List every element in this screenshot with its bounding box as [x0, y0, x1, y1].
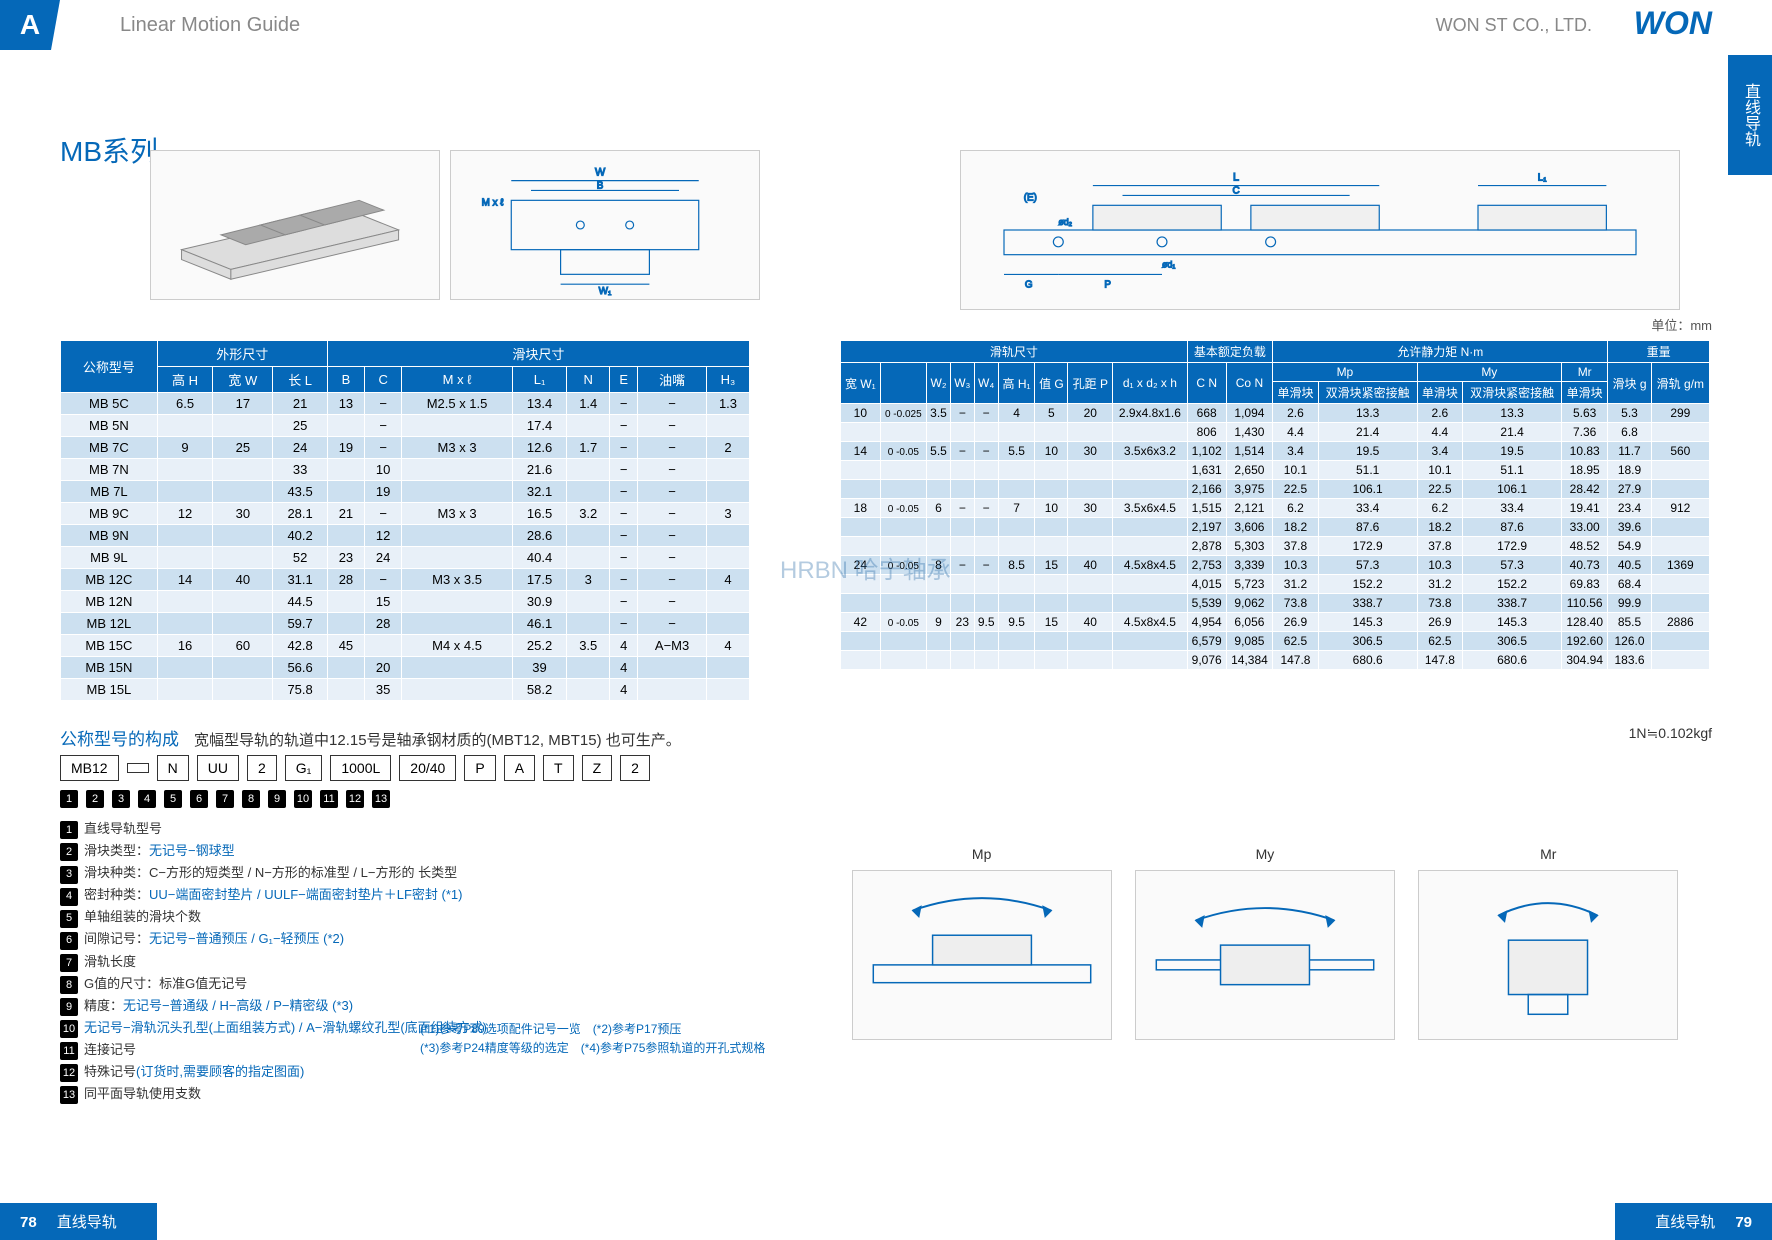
- svg-text:W: W: [595, 167, 606, 179]
- dimensions-table-1: 公称型号外形尺寸滑块尺寸 高 H宽 W长 LBCM x ℓL₁NE油嘴H₃ MB…: [60, 340, 750, 701]
- code-box: N: [157, 755, 189, 781]
- moment-mp: Mp: [852, 870, 1112, 1040]
- page-header: A Linear Motion Guide WON ST CO., LTD. W…: [0, 0, 1772, 50]
- brand-logo: WON: [1634, 5, 1712, 42]
- model-code-structure: 公称型号的构成 宽幅型导轨的轨道中12.15号是轴承钢材质的(MBT12, MB…: [60, 725, 681, 750]
- svg-text:M x ℓ: M x ℓ: [482, 197, 505, 208]
- svg-text:B: B: [597, 180, 604, 191]
- code-box: 2: [247, 755, 277, 781]
- svg-text:(E): (E): [1024, 192, 1037, 203]
- svg-text:L: L: [1233, 172, 1239, 184]
- rail-assembly-diagram: LC L₁ (E) G Pød₂ ød₁: [960, 150, 1680, 310]
- dimensions-table-2: 滑轨尺寸基本额定负载允许静力矩 N·m重量 宽 W₁W₂W₃W₄高 H₁值 G孔…: [840, 340, 1710, 670]
- svg-text:ød₂: ød₂: [1058, 217, 1072, 227]
- svg-text:ød₁: ød₁: [1162, 260, 1175, 270]
- code-box: 2: [620, 755, 650, 781]
- code-boxes: MB12NUU2G₁1000L20/40PATZ2: [60, 755, 650, 781]
- svg-text:L₁: L₁: [1538, 173, 1547, 184]
- isometric-diagram: [150, 150, 440, 300]
- footer-right: 直线导轨79: [1615, 1203, 1772, 1240]
- code-box: 20/40: [399, 755, 456, 781]
- code-box: Z: [582, 755, 613, 781]
- code-box: G₁: [285, 755, 323, 781]
- legend-list: 1直线导轨型号2滑块类型：无记号−钢球型3滑块种类：C−方形的短类型 / N−方…: [60, 818, 487, 1105]
- section-tab: A: [0, 0, 60, 50]
- code-box: [127, 763, 149, 773]
- code-numbers: 12345678910111213: [60, 790, 390, 808]
- moment-my: My: [1135, 870, 1395, 1040]
- moment-diagrams: Mp My Mr: [840, 870, 1690, 1050]
- code-box: UU: [197, 755, 239, 781]
- cross-section-diagram: WB M x ℓ W₁: [450, 150, 760, 300]
- svg-text:W₁: W₁: [599, 286, 612, 297]
- company-name: WON ST CO., LTD.: [1436, 15, 1592, 36]
- header-title: Linear Motion Guide: [120, 14, 300, 37]
- footnotes: (*1)参考P89选项配件记号一览 (*2)参考P17预压 (*3)参考P24精…: [420, 1020, 765, 1058]
- footer-left: 78直线导轨: [0, 1203, 157, 1240]
- side-tab: 直线导轨: [1728, 55, 1772, 175]
- unit-label: 单位：mm: [1651, 315, 1712, 334]
- conversion-note: 1N≒0.102kgf: [1629, 725, 1712, 742]
- code-box: A: [504, 755, 535, 781]
- svg-text:P: P: [1104, 279, 1111, 290]
- moment-mr: Mr: [1418, 870, 1678, 1040]
- code-box: P: [464, 755, 495, 781]
- svg-text:G: G: [1025, 279, 1033, 290]
- code-box: 1000L: [330, 755, 391, 781]
- series-title: MB系列: [60, 130, 158, 170]
- code-box: T: [543, 755, 574, 781]
- svg-text:C: C: [1233, 185, 1240, 196]
- code-box: MB12: [60, 755, 119, 781]
